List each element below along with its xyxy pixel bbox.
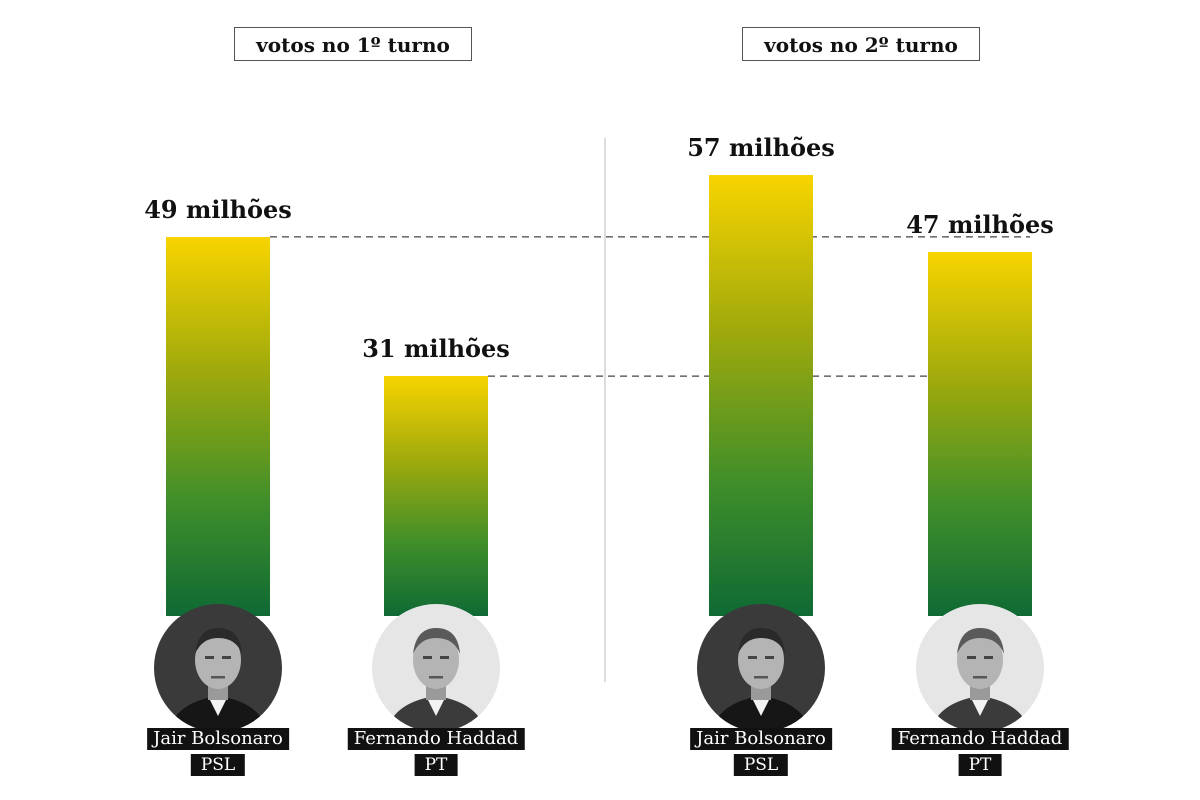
portrait-icon: [916, 604, 1044, 732]
portrait-icon: [154, 604, 282, 732]
candidate-name-label: Jair Bolsonaro: [147, 728, 289, 750]
bar-fernando-haddad-round-2: [928, 252, 1032, 616]
bar-jair-bolsonaro-round-2: [709, 175, 813, 616]
bar-fernando-haddad-round-1: [384, 376, 488, 616]
data-label-jair-bolsonaro-round-1: 49 milhões: [144, 194, 292, 224]
candidate-name-label: Fernando Haddad: [891, 728, 1069, 750]
party-label: PT: [958, 754, 1002, 776]
party-label: PT: [414, 754, 458, 776]
candidate-name-label: Jair Bolsonaro: [690, 728, 832, 750]
portrait-icon: [372, 604, 500, 732]
portrait-icon: [697, 604, 825, 732]
party-label: PSL: [733, 754, 789, 776]
panel-title-second-round: votos no 2º turno: [742, 27, 980, 61]
bar-jair-bolsonaro-round-1: [166, 236, 270, 616]
party-label: PSL: [190, 754, 246, 776]
data-label-fernando-haddad-round-1: 31 milhões: [362, 334, 510, 364]
data-label-jair-bolsonaro-round-2: 57 milhões: [687, 133, 835, 162]
panel-title-first-round: votos no 1º turno: [234, 27, 472, 61]
data-label-fernando-haddad-round-2: 47 milhões: [906, 210, 1054, 240]
candidate-name-label: Fernando Haddad: [347, 728, 525, 750]
